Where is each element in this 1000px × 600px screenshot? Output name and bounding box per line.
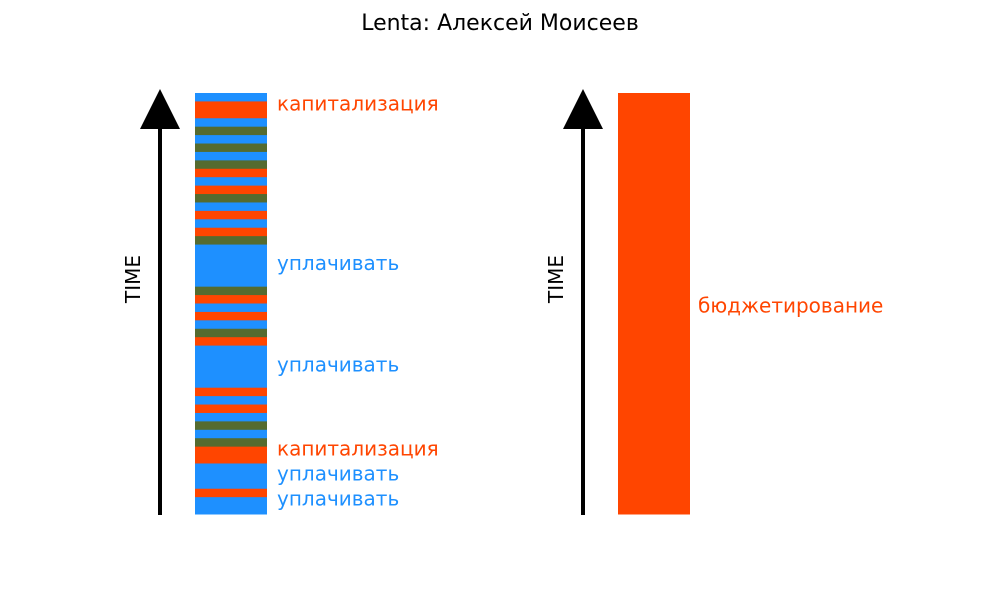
- strip-segment: [195, 227, 267, 237]
- strip-segment: [195, 126, 267, 136]
- strip-segment: [195, 118, 267, 128]
- strip-labels: капитализацияуплачиватьуплачиватькапитал…: [277, 91, 439, 510]
- strip-segment: [195, 488, 267, 498]
- strip-labels: бюджетирование: [698, 293, 883, 317]
- timeline-panel-right: TIME бюджетирование: [544, 89, 883, 515]
- timeline-strip: [618, 93, 690, 515]
- strip-segment: [195, 421, 267, 431]
- strip-segment: [195, 320, 267, 330]
- strip-segment: [195, 210, 267, 220]
- strip-label: капитализация: [277, 437, 439, 461]
- strip-segment: [195, 236, 267, 246]
- strip-segment: [195, 177, 267, 187]
- strip-segment: [195, 404, 267, 414]
- chart-title: Lenta: Алексей Моисеев: [361, 11, 639, 36]
- strip-segment: [195, 446, 267, 464]
- strip-segment: [195, 311, 267, 321]
- strip-segment: [618, 93, 690, 515]
- strip-segment: [195, 135, 267, 145]
- strip-segment: [195, 202, 267, 212]
- timeline-panel-left: TIME капитализацияуплачиватьуплачиватька…: [121, 89, 439, 515]
- strip-segment: [195, 337, 267, 347]
- strip-label: уплачивать: [277, 251, 399, 275]
- strip-segment: [195, 328, 267, 338]
- strip-segment: [195, 295, 267, 304]
- strip-segment: [195, 429, 267, 439]
- strip-segment: [195, 303, 267, 313]
- strip-segment: [195, 412, 267, 422]
- time-axis-arrowhead: [140, 89, 180, 129]
- time-axis-label: TIME: [544, 255, 568, 304]
- strip-segment: [195, 219, 267, 229]
- time-axis-label: TIME: [121, 255, 145, 304]
- time-axis-arrowhead: [563, 89, 603, 129]
- strip-label: бюджетирование: [698, 293, 883, 317]
- strip-label: капитализация: [277, 91, 439, 115]
- strip-segment: [195, 93, 267, 102]
- strip-label: уплачивать: [277, 487, 399, 511]
- strip-segment: [195, 194, 267, 203]
- strip-segment: [195, 101, 267, 119]
- strip-segment: [195, 396, 267, 406]
- strip-segment: [195, 168, 267, 178]
- strip-segment: [195, 497, 267, 515]
- strip-segment: [195, 438, 267, 448]
- strip-segment: [195, 345, 267, 389]
- strip-segment: [195, 143, 267, 153]
- strip-segment: [195, 463, 267, 490]
- strip-segment: [195, 244, 267, 288]
- strip-segment: [195, 387, 267, 397]
- strip-segment: [195, 151, 267, 161]
- timeline-strip: [195, 93, 267, 515]
- strip-label: уплачивать: [277, 461, 399, 485]
- strip-segment: [195, 160, 267, 170]
- strip-segment: [195, 185, 267, 195]
- strip-label: уплачивать: [277, 352, 399, 376]
- strip-segment: [195, 286, 267, 296]
